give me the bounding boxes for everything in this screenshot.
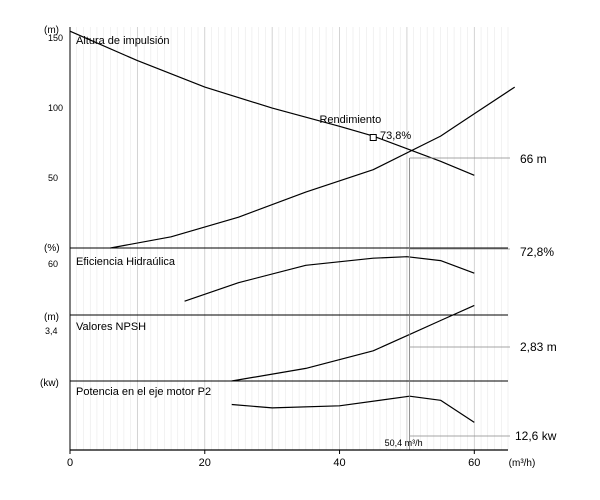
result-label-head: 66 m bbox=[520, 152, 547, 166]
result-label-efficiency: 72,8% bbox=[520, 245, 554, 259]
vertical-grid bbox=[69, 27, 509, 450]
x-tick-label: 20 bbox=[199, 457, 211, 469]
result-label-power: 12,6 kw bbox=[515, 429, 557, 443]
unit-label-npsh: (m) bbox=[44, 312, 59, 323]
panel-title-npsh: Valores NPSH bbox=[76, 321, 146, 333]
marker-label: Rendimiento bbox=[319, 114, 381, 126]
y-tick-label-head: 50 bbox=[48, 173, 58, 183]
y-tick-label-head: 100 bbox=[48, 103, 63, 113]
y-tick-label-efficiency: 60 bbox=[48, 259, 58, 269]
series-line-head-pump_curve bbox=[69, 30, 475, 176]
panel-title-efficiency: Eficiencia Hidraúlica bbox=[76, 256, 176, 268]
unit-label-head: (m) bbox=[44, 25, 59, 36]
efficiency-marker bbox=[369, 134, 377, 141]
series-line-efficiency bbox=[184, 256, 475, 302]
unit-label-power: (kw) bbox=[40, 378, 59, 389]
series-line-head-system_curve bbox=[110, 86, 516, 249]
series-line-power bbox=[231, 395, 475, 423]
y-tick-label-head: 150 bbox=[48, 33, 63, 43]
operating-point-label: 50,4 m³/h bbox=[385, 438, 423, 448]
x-tick-label: 40 bbox=[333, 457, 345, 469]
panel-title-power: Potencia en el eje motor P2 bbox=[76, 386, 211, 398]
panel-title-head: Altura de impulsión bbox=[76, 35, 170, 47]
x-tick-label: 60 bbox=[468, 457, 480, 469]
series-line-npsh bbox=[231, 304, 475, 382]
y-tick-label-npsh: 3,4 bbox=[45, 326, 58, 336]
unit-label-efficiency: (%) bbox=[44, 243, 60, 254]
x-tick-label: 0 bbox=[67, 457, 73, 469]
marker-value: 73,8% bbox=[380, 130, 411, 142]
result-label-npsh: 2,83 m bbox=[520, 340, 557, 354]
x-unit-label: (m³/h) bbox=[509, 458, 536, 469]
